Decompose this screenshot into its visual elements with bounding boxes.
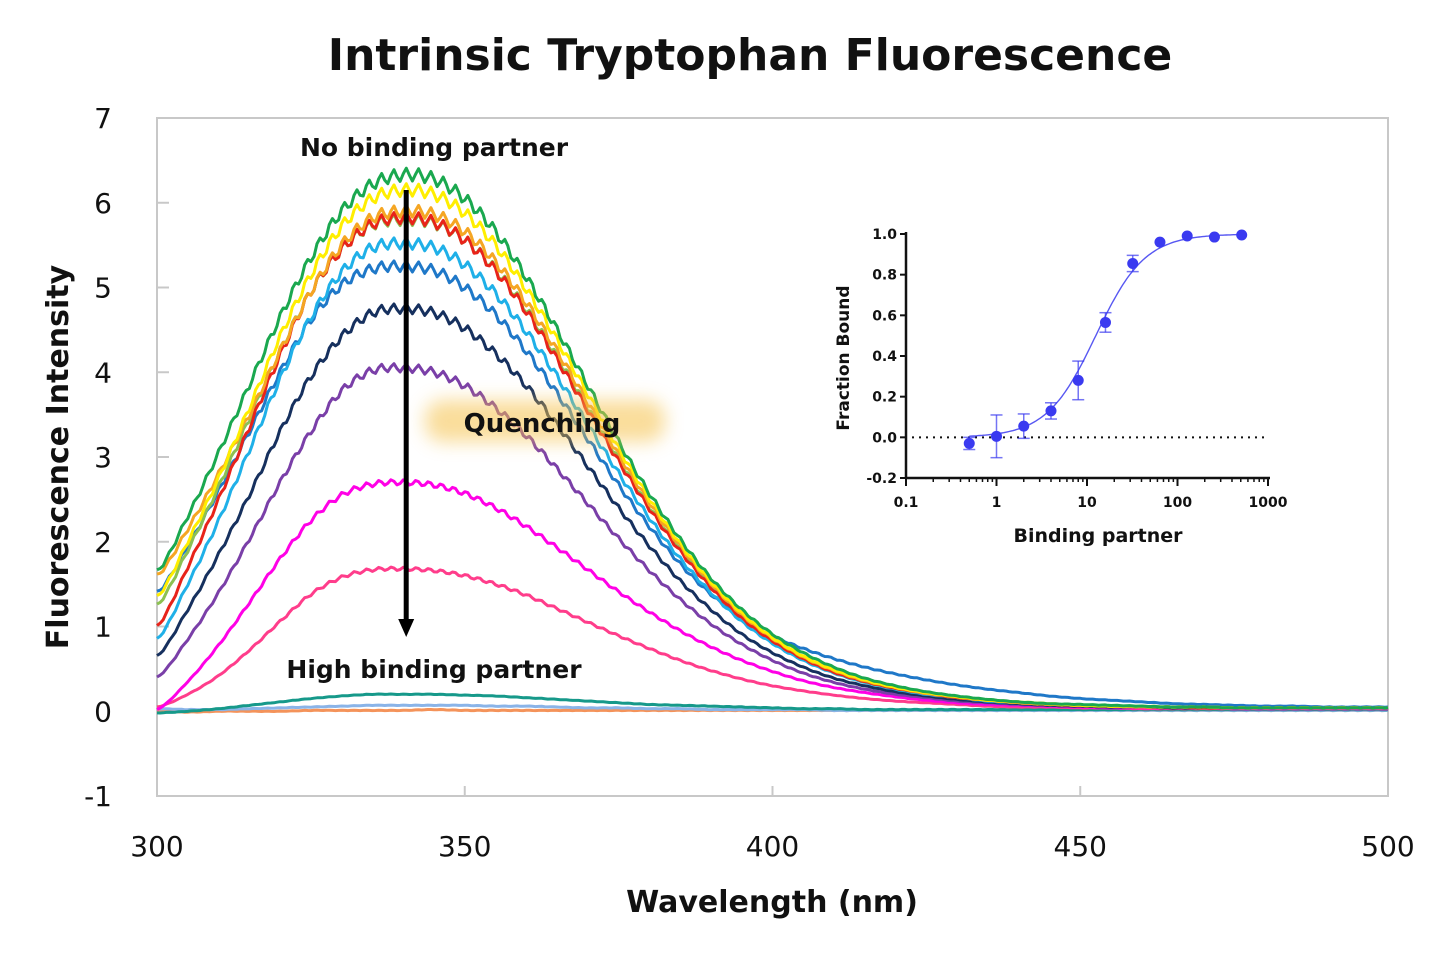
inset-y-tick-label: 0.6 <box>872 308 897 324</box>
y-tick-label: 3 <box>94 441 112 474</box>
inset-y-axis-label: Fraction Bound <box>834 285 854 430</box>
inset-y-tick-label: 0.4 <box>872 349 897 365</box>
spectrum-line-series-1 <box>156 166 1389 710</box>
y-tick-label: 5 <box>94 272 112 305</box>
inset-plot-area <box>912 229 1266 459</box>
inset-data-point <box>1126 254 1139 273</box>
x-tick-label: 500 <box>1361 830 1414 863</box>
inset-data-point <box>1154 236 1166 248</box>
inset-point-marker <box>991 430 1002 442</box>
inset-data-point <box>1099 311 1112 333</box>
inset-point-marker <box>963 437 975 449</box>
y-tick-label: 6 <box>94 187 112 220</box>
inset-point-marker <box>1099 316 1111 328</box>
inset-x-tick-label: 10 <box>1077 495 1097 511</box>
y-tick-label: 7 <box>94 102 112 135</box>
inset-y-tick-label: 0.8 <box>872 268 897 284</box>
y-tick-label: -1 <box>84 780 112 813</box>
y-axis-label: Fluorescence Intensity <box>41 264 76 649</box>
spectrum-line-series-8 <box>156 302 1389 710</box>
x-tick-label: 450 <box>1054 830 1107 863</box>
series-lines <box>156 166 1389 715</box>
y-tick-label: 1 <box>94 611 112 644</box>
inset-x-tick-label: 100 <box>1163 495 1192 511</box>
inset-fit-curve <box>969 233 1245 437</box>
y-tick-label: 4 <box>94 356 112 389</box>
inset-point-marker <box>1072 374 1084 386</box>
inset-y-tick-label: 0.0 <box>872 430 897 446</box>
inset-binding-curve: -0.2 0.0 0.2 0.4 0.6 0.8 1.0 0.1 1 10 100 1000 Frac… <box>834 227 1288 547</box>
inset-x-tick-label: 0.1 <box>894 495 919 511</box>
quenching-glow <box>425 400 665 442</box>
inset-point-marker <box>1236 229 1248 241</box>
x-axis: 300 350 400 450 500 <box>130 786 1415 863</box>
inset-y-tick-label: -0.2 <box>866 471 897 487</box>
x-tick-label: 300 <box>130 830 183 863</box>
y-tick-label: 0 <box>94 695 112 728</box>
inset-point-marker <box>1045 405 1057 417</box>
inset-data-point <box>1072 360 1085 401</box>
inset-point-marker <box>1154 236 1166 248</box>
inset-x-axis-label: Binding partner <box>1013 525 1183 547</box>
inset-point-marker <box>1208 231 1220 243</box>
annotation-high-binding-partner: High binding partner <box>286 655 582 684</box>
y-axis: -1 0 1 2 3 4 5 6 7 <box>84 102 169 813</box>
inset-data-point <box>1017 413 1030 440</box>
annotation-no-binding-partner: No binding partner <box>300 133 569 162</box>
quenching-label: Quenching <box>464 409 621 439</box>
inset-x-tick-label: 1000 <box>1249 495 1288 511</box>
inset-data-point <box>990 414 1003 459</box>
x-tick-label: 400 <box>746 830 799 863</box>
inset-data-point <box>1236 229 1248 241</box>
inset-y-tick-label: 0.2 <box>872 390 897 406</box>
chart-title: Intrinsic Tryptophan Fluorescence <box>328 30 1173 81</box>
inset-data-point <box>963 436 976 451</box>
inset-point-marker <box>1127 257 1139 269</box>
y-tick-label: 2 <box>94 526 112 559</box>
arrow-head-icon <box>398 618 415 637</box>
quenching-annotation: Quenching <box>425 400 665 442</box>
inset-x-tick-label: 1 <box>992 495 1002 511</box>
quenching-arrow <box>398 190 415 637</box>
inset-y-tick-label: 1.0 <box>872 227 897 243</box>
inset-point-marker <box>1018 420 1030 432</box>
x-axis-label: Wavelength (nm) <box>626 885 918 920</box>
x-tick-label: 350 <box>438 830 491 863</box>
inset-axes: -0.2 0.0 0.2 0.4 0.6 0.8 1.0 0.1 1 10 100 1000 <box>866 227 1287 511</box>
inset-data-point <box>1181 230 1193 242</box>
inset-data-point <box>1044 402 1057 420</box>
inset-data-point <box>1208 231 1220 243</box>
inset-point-marker <box>1181 230 1193 242</box>
spectrum-line-series-2 <box>156 182 1389 710</box>
